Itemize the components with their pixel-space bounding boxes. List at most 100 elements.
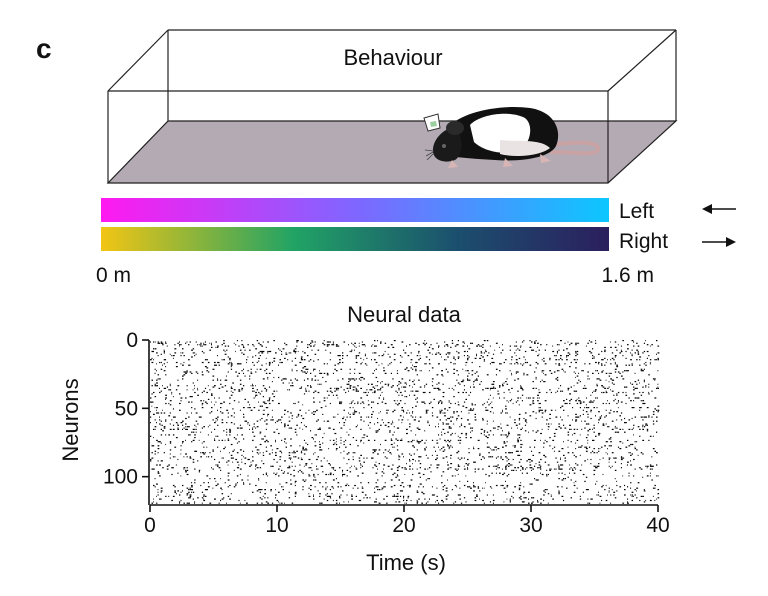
spike (313, 391, 315, 394)
spike (296, 345, 298, 347)
spike (505, 456, 507, 458)
spike (381, 386, 384, 388)
spike (383, 486, 385, 488)
spike (172, 456, 174, 458)
spike (567, 439, 569, 441)
spike (189, 341, 191, 343)
spike (339, 502, 340, 504)
spike (207, 385, 209, 387)
spike (445, 495, 448, 497)
spike (360, 363, 362, 365)
spike (192, 491, 195, 493)
spike (259, 443, 262, 446)
spike (384, 383, 387, 385)
spike (640, 394, 643, 396)
spike (197, 387, 198, 389)
spike (605, 415, 607, 417)
spike (410, 359, 413, 361)
spike (406, 428, 408, 430)
spike (444, 341, 446, 343)
spike (300, 422, 302, 424)
spike (433, 494, 435, 496)
spike (360, 464, 362, 466)
spike (314, 344, 316, 346)
spike (371, 407, 373, 409)
spike (582, 370, 584, 372)
spike (488, 452, 490, 454)
spike (303, 424, 305, 426)
spike (290, 458, 291, 461)
spike (343, 341, 346, 343)
spike (186, 467, 188, 469)
spike (430, 471, 432, 473)
spike (303, 359, 306, 361)
spike (294, 352, 296, 354)
spike (194, 355, 196, 357)
spike (656, 431, 658, 433)
spike (185, 469, 187, 471)
spike (346, 453, 349, 455)
spike (163, 452, 165, 454)
spike (224, 439, 226, 441)
spike (174, 352, 177, 354)
spike (230, 454, 233, 456)
spike (425, 446, 427, 448)
spike (332, 479, 335, 481)
spike (189, 495, 192, 497)
spike (195, 428, 197, 430)
spike (253, 423, 255, 425)
spike (322, 471, 324, 473)
spike (218, 502, 220, 504)
spike (352, 389, 355, 391)
spike (502, 484, 504, 487)
spike (412, 386, 413, 388)
spike (406, 502, 407, 504)
spike (361, 361, 363, 364)
spike (186, 469, 189, 471)
spike (463, 385, 465, 387)
spike (390, 423, 393, 425)
spike (332, 416, 334, 418)
spike (656, 353, 657, 355)
spike (256, 420, 259, 422)
spike (447, 431, 449, 433)
spike (348, 378, 350, 380)
spike (620, 467, 622, 469)
spike (363, 461, 365, 463)
spike (531, 483, 533, 485)
spike (486, 340, 489, 342)
spike (463, 350, 466, 353)
spike (215, 364, 217, 366)
spike (425, 356, 428, 358)
spike (570, 361, 572, 364)
spike (160, 342, 163, 344)
spike (505, 445, 507, 447)
spike (314, 434, 316, 436)
spike (206, 475, 209, 477)
spike (334, 469, 336, 471)
spike (297, 413, 300, 415)
spike (291, 461, 293, 463)
spike (319, 482, 321, 484)
spike (264, 435, 266, 437)
spike (294, 491, 297, 493)
spike (375, 352, 377, 354)
spike (617, 431, 620, 433)
spike (235, 484, 237, 487)
spike (335, 387, 338, 389)
spike (241, 352, 243, 354)
spike (628, 428, 631, 430)
spike (634, 441, 636, 443)
spike (532, 454, 534, 456)
spike (374, 491, 376, 493)
spike (495, 446, 497, 448)
spike (406, 499, 408, 502)
spike (174, 491, 176, 493)
spike (416, 439, 418, 441)
spike (630, 382, 631, 384)
spike (524, 497, 527, 499)
spike (502, 430, 503, 432)
spike (247, 356, 249, 358)
spike (558, 467, 560, 469)
spike (468, 452, 470, 454)
